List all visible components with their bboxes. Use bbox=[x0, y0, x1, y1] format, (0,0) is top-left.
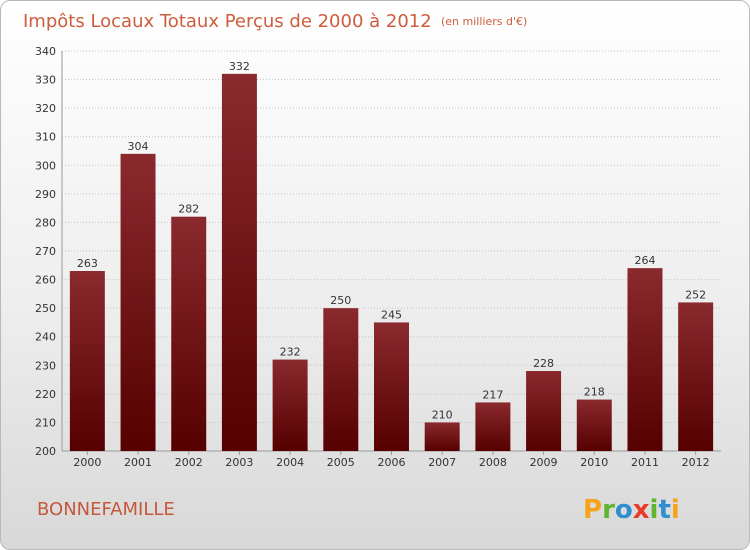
value-label: 210 bbox=[432, 408, 453, 421]
bar-2008[interactable] bbox=[475, 402, 511, 451]
y-tick-label: 300 bbox=[35, 159, 56, 172]
y-tick-label: 240 bbox=[35, 331, 56, 344]
x-tick-label: 2011 bbox=[631, 456, 659, 469]
label-layer: 200 210 220 230 240 250 260 270 280 290 300 310 320 3… bbox=[35, 45, 710, 469]
commune-name: BONNEFAMILLE bbox=[37, 499, 175, 520]
logo-letter: x bbox=[633, 495, 650, 525]
bar-2002[interactable] bbox=[171, 216, 207, 451]
value-label: 250 bbox=[330, 294, 351, 307]
y-tick-label: 290 bbox=[35, 188, 56, 201]
value-label: 228 bbox=[533, 357, 554, 370]
bar-2004[interactable] bbox=[272, 359, 308, 451]
y-tick-label: 230 bbox=[35, 359, 56, 372]
x-tick-label: 2007 bbox=[428, 456, 456, 469]
x-tick-label: 2002 bbox=[175, 456, 203, 469]
grid-layer bbox=[61, 50, 721, 455]
y-tick-label: 260 bbox=[35, 274, 56, 287]
value-label: 217 bbox=[482, 388, 503, 401]
x-tick-label: 2005 bbox=[327, 456, 355, 469]
value-label: 245 bbox=[381, 308, 402, 321]
x-tick-label: 2008 bbox=[479, 456, 507, 469]
value-label: 282 bbox=[178, 203, 199, 216]
x-tick-label: 2000 bbox=[73, 456, 101, 469]
value-label: 264 bbox=[634, 254, 655, 267]
bar-2007[interactable] bbox=[424, 422, 460, 451]
x-tick-label: 2004 bbox=[276, 456, 304, 469]
value-label: 304 bbox=[128, 140, 149, 153]
logo-letter: i bbox=[650, 495, 659, 525]
chart-title: Impôts Locaux Totaux Perçus de 2000 à 20… bbox=[23, 11, 432, 32]
y-tick-label: 210 bbox=[35, 416, 56, 429]
bar-2012[interactable] bbox=[678, 302, 714, 451]
value-label: 218 bbox=[584, 386, 605, 399]
x-tick-label: 2006 bbox=[378, 456, 406, 469]
value-label: 232 bbox=[280, 346, 301, 359]
value-label: 332 bbox=[229, 60, 250, 73]
value-label: 263 bbox=[77, 257, 98, 270]
bar-2010[interactable] bbox=[576, 399, 612, 451]
y-tick-label: 250 bbox=[35, 302, 56, 315]
x-tick-label: 2009 bbox=[530, 456, 558, 469]
y-tick-label: 220 bbox=[35, 388, 56, 401]
logo-letter: i bbox=[671, 495, 680, 525]
bar-2005[interactable] bbox=[323, 308, 359, 451]
y-tick-label: 340 bbox=[35, 45, 56, 58]
y-tick-label: 330 bbox=[35, 74, 56, 87]
logo-letter: P bbox=[583, 495, 602, 525]
x-tick-label: 2003 bbox=[225, 456, 253, 469]
y-tick-label: 320 bbox=[35, 102, 56, 115]
y-tick-label: 310 bbox=[35, 131, 56, 144]
bar-2006[interactable] bbox=[374, 322, 409, 451]
x-tick-label: 2012 bbox=[682, 456, 710, 469]
proxiti-logo[interactable]: Proxiti bbox=[583, 495, 680, 525]
x-tick-label: 2001 bbox=[124, 456, 152, 469]
bar-2003[interactable] bbox=[221, 73, 257, 451]
y-tick-label: 270 bbox=[35, 245, 56, 258]
logo-letter: t bbox=[658, 495, 670, 525]
y-tick-label: 280 bbox=[35, 216, 56, 229]
y-tick-label: 200 bbox=[35, 445, 56, 458]
value-label: 252 bbox=[685, 288, 706, 301]
logo-letter: o bbox=[615, 495, 633, 525]
bar-2011[interactable] bbox=[627, 268, 663, 451]
bar-2001[interactable] bbox=[120, 153, 156, 451]
bar-2009[interactable] bbox=[526, 371, 562, 451]
logo-letter: r bbox=[602, 495, 615, 525]
x-tick-label: 2010 bbox=[580, 456, 608, 469]
bar-2000[interactable] bbox=[69, 271, 105, 451]
chart-subtitle: (en milliers d'€) bbox=[441, 15, 527, 28]
bar-layer bbox=[69, 73, 714, 451]
